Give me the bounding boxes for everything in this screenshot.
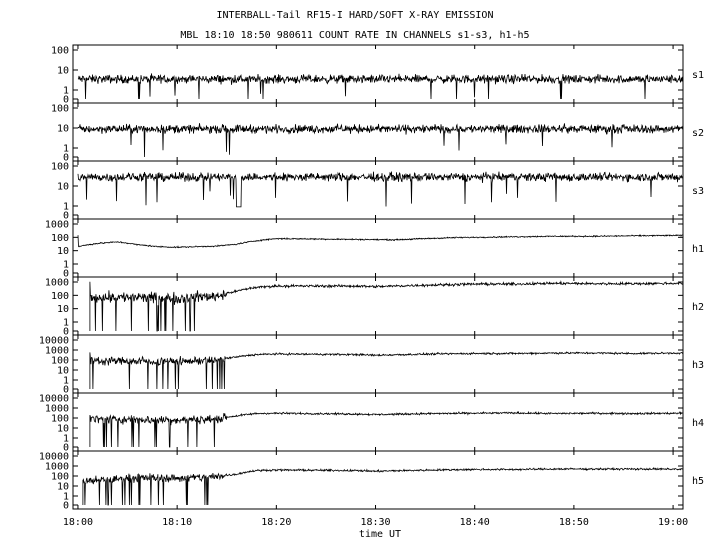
y-tick-label: 0 — [63, 443, 69, 454]
y-tick-label: 1 — [63, 202, 69, 213]
y-tick-label: 0 — [63, 385, 69, 396]
x-axis-label: time UT — [359, 529, 401, 540]
y-tick-label: 100 — [51, 233, 69, 244]
y-tick-label: 10 — [57, 124, 69, 135]
channel-label: h3 — [692, 360, 704, 371]
y-tick-label: 1000 — [45, 346, 69, 357]
panel-frame — [72, 160, 684, 220]
channel-label: h5 — [692, 476, 704, 487]
y-tick-label: 10 — [57, 424, 69, 435]
y-tick-label: 10000 — [39, 336, 69, 347]
panel-frame — [72, 218, 684, 278]
y-tick-label: 10000 — [39, 394, 69, 405]
panels: s11001010s21001010s31001010h110001001010… — [39, 44, 704, 512]
y-tick-label: 100 — [51, 46, 69, 57]
y-tick-label: 1 — [63, 376, 69, 387]
x-tick-label: 18:50 — [559, 517, 589, 528]
panel-s3: s3 100 10 10 — [51, 160, 704, 222]
series-line-s2 — [77, 123, 684, 158]
y-tick-label: 100 — [51, 472, 69, 483]
y-tick-label: 0 — [63, 153, 69, 164]
panel-h2: h2 1000 100 10 10 — [45, 276, 704, 338]
series-line-h1 — [77, 234, 683, 249]
panel-frame — [72, 44, 684, 104]
channel-label: h1 — [692, 244, 704, 255]
chart-subtitle: MBL 18:10 18:50 980611 COUNT RATE IN CHA… — [180, 30, 529, 41]
x-tick-label: 18:40 — [460, 517, 490, 528]
y-tick-label: 10 — [57, 366, 69, 377]
panel-s1: s1 100 10 10 — [51, 44, 704, 106]
y-tick-label: 1000 — [45, 462, 69, 473]
y-tick-label: 1000 — [45, 278, 69, 289]
y-tick-label: 1 — [63, 318, 69, 329]
channel-label: s2 — [692, 128, 704, 139]
y-tick-label: 1 — [63, 492, 69, 503]
panel-h1: h1 1000 100 10 10 — [45, 218, 704, 280]
series-line-s3 — [77, 171, 684, 208]
x-tick-label: 19:00 — [658, 517, 688, 528]
y-tick-label: 100 — [51, 291, 69, 302]
channel-label: h4 — [692, 418, 704, 429]
y-tick-label: 10000 — [39, 452, 69, 463]
x-axis: 18:00 18:10 18:20 18:30 18:40 18:50 19:00 — [63, 517, 688, 528]
chart-title: INTERBALL-Tail RF15-I HARD/SOFT X-RAY EM… — [217, 10, 494, 21]
series-line-h2 — [89, 280, 684, 332]
series-line-s1 — [77, 73, 684, 100]
y-tick-label: 100 — [51, 356, 69, 367]
y-tick-label: 10 — [57, 66, 69, 77]
series-line-h4 — [89, 410, 684, 448]
y-tick-label: 0 — [63, 501, 69, 512]
channel-label: s1 — [692, 70, 704, 81]
panel-frame — [72, 450, 684, 510]
y-tick-label: 10 — [57, 246, 69, 257]
y-tick-label: 0 — [63, 211, 69, 222]
y-tick-label: 0 — [63, 95, 69, 106]
series-line-h5 — [82, 466, 684, 506]
y-tick-label: 1 — [63, 434, 69, 445]
y-tick-label: 100 — [51, 414, 69, 425]
panel-s2: s2 100 10 10 — [51, 102, 704, 164]
x-tick-label: 18:30 — [360, 517, 390, 528]
y-tick-label: 1000 — [45, 220, 69, 231]
y-tick-label: 10 — [57, 482, 69, 493]
y-tick-label: 10 — [57, 304, 69, 315]
y-tick-label: 1 — [63, 144, 69, 155]
x-tick-label: 18:00 — [63, 517, 93, 528]
y-tick-label: 100 — [51, 162, 69, 173]
y-tick-label: 100 — [51, 104, 69, 115]
y-tick-label: 1 — [63, 260, 69, 271]
panel-frame — [72, 334, 684, 394]
y-tick-label: 0 — [63, 327, 69, 338]
channel-label: s3 — [692, 186, 704, 197]
series-line-h3 — [89, 351, 684, 390]
y-tick-label: 0 — [63, 269, 69, 280]
channel-label: h2 — [692, 302, 704, 313]
x-tick-label: 18:20 — [261, 517, 291, 528]
y-tick-label: 1000 — [45, 404, 69, 415]
y-tick-label: 1 — [63, 86, 69, 97]
y-tick-label: 10 — [57, 182, 69, 193]
x-tick-label: 18:10 — [162, 517, 192, 528]
